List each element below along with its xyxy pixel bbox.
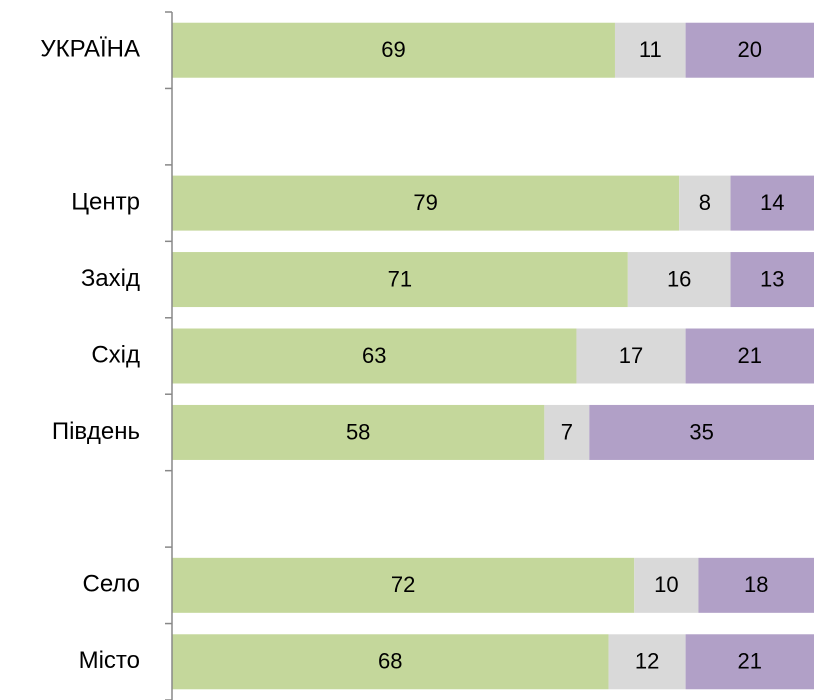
y-tick-label: Схід xyxy=(91,341,140,368)
bar-segment xyxy=(679,175,731,231)
data-label: 68 xyxy=(378,649,402,674)
bar-segment xyxy=(172,328,577,384)
data-label: 16 xyxy=(667,266,691,291)
y-tick-label: Центр xyxy=(71,188,140,215)
bar-segment xyxy=(172,634,609,690)
data-label: 20 xyxy=(738,37,762,62)
bar-segment xyxy=(627,252,731,308)
y-tick-label: УКРАЇНА xyxy=(40,36,140,63)
bar-segment xyxy=(172,252,628,308)
bar-segment xyxy=(172,22,615,78)
data-label: 13 xyxy=(760,266,784,291)
data-label: 71 xyxy=(388,266,412,291)
data-label: 21 xyxy=(738,649,762,674)
data-label: 72 xyxy=(391,572,415,597)
data-label: 14 xyxy=(760,190,784,215)
y-tick-label: Місто xyxy=(79,647,140,674)
bar-segment xyxy=(172,175,680,231)
bar-segment xyxy=(172,404,545,460)
data-label: 7 xyxy=(561,419,573,444)
bar-segment xyxy=(730,175,814,231)
data-label: 11 xyxy=(639,37,662,62)
bar-segment xyxy=(614,22,686,78)
bar-segment xyxy=(698,557,814,613)
bar-segment xyxy=(576,328,686,384)
data-label: 21 xyxy=(738,343,762,368)
data-label: 17 xyxy=(619,343,643,368)
data-label: 8 xyxy=(699,190,711,215)
bar-segment xyxy=(685,634,814,690)
data-label: 69 xyxy=(381,37,405,62)
bar-segment xyxy=(544,404,590,460)
y-tick-label: Захід xyxy=(81,265,140,292)
data-label: 63 xyxy=(362,343,386,368)
bar-segment xyxy=(685,328,814,384)
data-label: 12 xyxy=(635,649,659,674)
data-label: 58 xyxy=(346,419,370,444)
bar-segment xyxy=(589,404,814,460)
y-tick-label: Село xyxy=(82,571,140,598)
data-label: 10 xyxy=(654,572,678,597)
bar-segment xyxy=(172,557,635,613)
data-label: 35 xyxy=(689,419,713,444)
y-tick-label: Південь xyxy=(52,418,140,445)
data-label: 18 xyxy=(744,572,768,597)
bar-segment xyxy=(634,557,699,613)
data-label: 79 xyxy=(413,190,437,215)
bar-segment xyxy=(685,22,814,78)
bar-segment xyxy=(730,252,814,308)
bar-segment xyxy=(608,634,686,690)
